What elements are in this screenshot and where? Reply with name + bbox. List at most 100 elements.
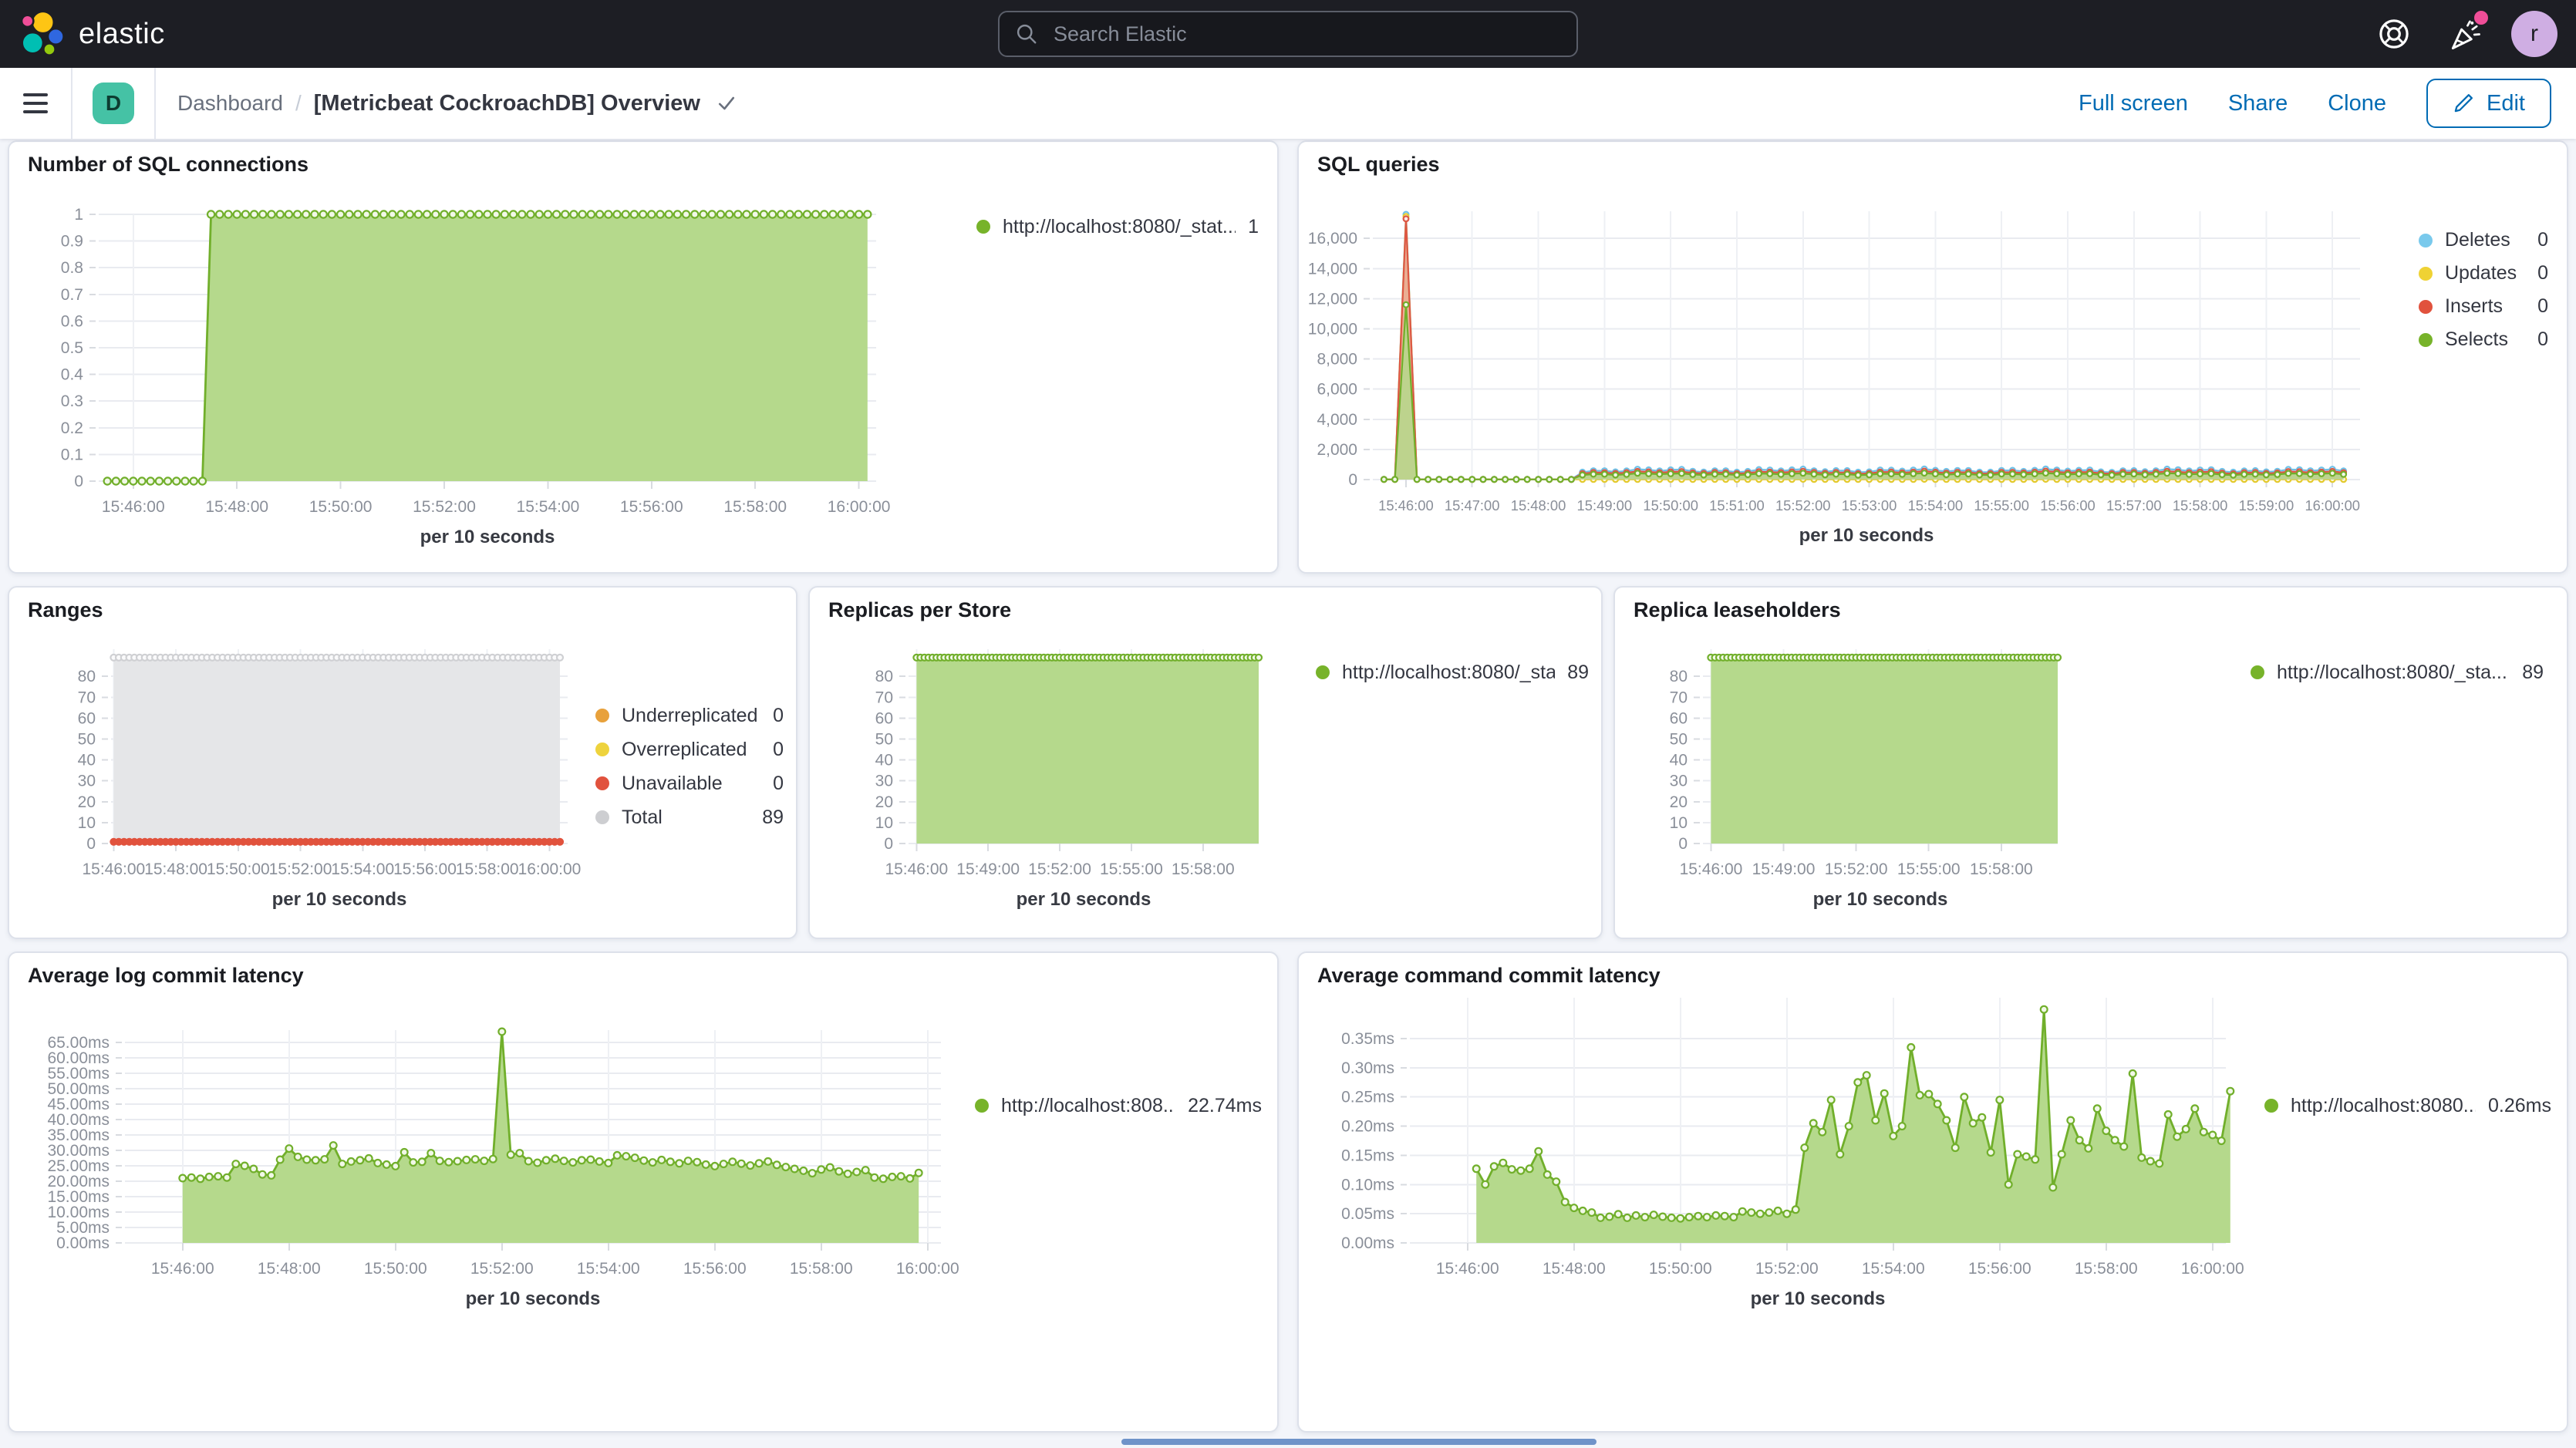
command-commit-latency-plot: 0.00ms 0.05ms 0.10ms 0.15ms 0.20ms 0.25ms 0.30… (1341, 998, 2244, 1309)
svg-text:15:54:00: 15:54:00 (517, 498, 580, 516)
legend-series-value: 0 (773, 772, 784, 794)
legend-item[interactable]: Inserts 0 (2419, 290, 2548, 323)
svg-text:15:50:00: 15:50:00 (1649, 1260, 1712, 1278)
svg-text:16,000: 16,000 (1308, 230, 1357, 248)
legend-series-value: 89 (762, 806, 784, 828)
legend-item[interactable]: http://localhost:808... 22.74ms (975, 1089, 1262, 1123)
legend-series-value: 89 (1567, 661, 1589, 683)
panel-title[interactable]: Replica leaseholders (1634, 598, 1841, 621)
legend-series-dot (2264, 1099, 2278, 1113)
svg-text:15:46:00: 15:46:00 (82, 860, 145, 878)
panel-title[interactable]: Replicas per Store (828, 598, 1012, 621)
legend-item[interactable]: Updates 0 (2419, 257, 2548, 290)
clone-link[interactable]: Clone (2328, 90, 2387, 116)
svg-text:0: 0 (884, 835, 893, 853)
svg-text:15:48:00: 15:48:00 (1511, 497, 1566, 514)
svg-text:15:48:00: 15:48:00 (205, 498, 268, 516)
legend-series-label: http://localhost:8080/_stat... (1003, 215, 1236, 237)
chart-sql-connections: 0 0.1 0.2 0.3 0.4 0.5 0.6 0.7 0.8 0.9 1 15:46:00 15:… (9, 142, 1277, 572)
search-input[interactable] (1050, 20, 1561, 48)
svg-text:15:56:00: 15:56:00 (620, 498, 683, 516)
svg-text:0.15ms: 0.15ms (1341, 1147, 1394, 1164)
horizontal-scrollbar[interactable] (1121, 1439, 1597, 1445)
help-button[interactable] (2369, 9, 2419, 59)
sql-connections-plot: 0 0.1 0.2 0.3 0.4 0.5 0.6 0.7 0.8 0.9 1 15:46:00 15:… (61, 206, 891, 547)
dashboard-toolbar: D Dashboard / [Metricbeat CockroachDB] O… (0, 68, 2576, 139)
legend-series-value: 0 (773, 738, 784, 760)
svg-text:8,000: 8,000 (1317, 351, 1357, 369)
legend-item[interactable]: Deletes 0 (2419, 224, 2548, 257)
svg-text:per 10 seconds: per 10 seconds (1017, 889, 1151, 910)
breadcrumb-dashboard[interactable]: Dashboard (177, 91, 283, 115)
panel-title[interactable]: Number of SQL connections (28, 153, 309, 176)
menu-button[interactable] (0, 68, 71, 139)
panel-title[interactable]: Ranges (28, 598, 103, 621)
svg-text:0.10ms: 0.10ms (1341, 1176, 1394, 1194)
legend-item[interactable]: Selects 0 (2419, 323, 2548, 356)
legend-item[interactable]: http://localhost:8080/_sta... 89 (1316, 655, 1589, 689)
svg-text:15:49:00: 15:49:00 (1577, 497, 1633, 514)
newsfeed-button[interactable] (2440, 9, 2490, 59)
svg-text:0.6: 0.6 (61, 312, 83, 330)
legend-item[interactable]: http://localhost:8080/_sta... 89 (2251, 655, 2544, 689)
svg-text:per 10 seconds: per 10 seconds (466, 1288, 601, 1309)
svg-text:0.5: 0.5 (61, 339, 83, 357)
svg-text:20: 20 (1670, 793, 1688, 811)
svg-text:0.7: 0.7 (61, 286, 83, 304)
svg-text:50.00ms: 50.00ms (47, 1080, 110, 1098)
svg-text:0.8: 0.8 (61, 259, 83, 277)
svg-text:0.1: 0.1 (61, 446, 83, 463)
series-http-localhost-8080-sta- (1707, 653, 2062, 844)
newsfeed-party-popper-icon (2451, 20, 2480, 50)
panel-title[interactable]: Average log commit latency (28, 964, 304, 987)
legend-item[interactable]: Total 89 (595, 800, 784, 834)
svg-text:40: 40 (875, 752, 893, 769)
legend-series-label: Unavailable (622, 772, 723, 794)
legend-series-label: Selects (2445, 328, 2508, 350)
legend-item[interactable]: http://localhost:8080... 0.26ms (2264, 1089, 2551, 1123)
svg-text:15:52:00: 15:52:00 (470, 1260, 534, 1278)
svg-text:15:56:00: 15:56:00 (393, 860, 457, 878)
edit-button[interactable]: Edit (2426, 79, 2551, 128)
chart-legend: http://localhost:8080/_stat... 1 (976, 210, 1259, 244)
svg-text:15:58:00: 15:58:00 (1172, 860, 1235, 878)
legend-item[interactable]: Unavailable 0 (595, 766, 784, 800)
legend-series-value: 0.26ms (2488, 1094, 2551, 1116)
svg-text:30: 30 (1670, 773, 1688, 790)
space-badge[interactable]: D (93, 83, 134, 124)
legend-item[interactable]: Overreplicated 0 (595, 732, 784, 766)
legend-item[interactable]: http://localhost:8080/_stat... 1 (976, 210, 1259, 244)
svg-text:15:55:00: 15:55:00 (1897, 860, 1961, 878)
user-avatar[interactable]: r (2511, 11, 2557, 57)
legend-series-dot (595, 709, 609, 722)
brand-wordmark: elastic (79, 17, 165, 50)
replica-leaseholders-plot: 0 10 20 30 40 50 60 70 80 15:46:00 15:49:00 15:52:0… (1670, 649, 2062, 910)
svg-text:15:48:00: 15:48:00 (1543, 1260, 1606, 1278)
legend-item[interactable]: Underreplicated 0 (595, 699, 784, 732)
svg-text:30.00ms: 30.00ms (47, 1142, 110, 1160)
global-search[interactable] (998, 11, 1578, 57)
panel-title[interactable]: SQL queries (1317, 153, 1440, 176)
share-link[interactable]: Share (2227, 90, 2288, 116)
svg-text:14,000: 14,000 (1308, 260, 1357, 278)
panel-title[interactable]: Average command commit latency (1317, 964, 1661, 987)
ranges-plot: 0 10 20 30 40 50 60 70 80 15:46:0015:48:0015:50:0… (78, 649, 581, 910)
svg-text:15:52:00: 15:52:00 (1028, 860, 1091, 878)
chart-replicas-per-store: 0 10 20 30 40 50 60 70 80 15:46:00 15:49:00 15:52:0… (810, 588, 1601, 938)
series-http-localhost-8080- (1472, 1005, 2235, 1243)
svg-text:25.00ms: 25.00ms (47, 1157, 110, 1175)
svg-text:20: 20 (875, 793, 893, 811)
svg-text:30: 30 (875, 773, 893, 790)
gridlines: 0 2,000 4,000 6,000 8,000 10,000 12,000 14,000 1… (1308, 211, 2360, 514)
svg-text:4,000: 4,000 (1317, 411, 1357, 429)
avatar-initial: r (2530, 21, 2538, 46)
legend-series-label: http://localhost:8080/_sta... (1342, 661, 1556, 683)
chart-replica-leaseholders: 0 10 20 30 40 50 60 70 80 15:46:00 15:49:00 15:52:0… (1615, 588, 2567, 938)
series-http-localhost-8080-stat- (103, 210, 872, 486)
full-screen-link[interactable]: Full screen (2079, 90, 2188, 116)
svg-text:15:58:00: 15:58:00 (1970, 860, 2033, 878)
svg-text:50: 50 (875, 731, 893, 749)
svg-text:15:48:00: 15:48:00 (258, 1260, 321, 1278)
elastic-logo[interactable]: elastic (19, 11, 165, 57)
svg-text:0.4: 0.4 (61, 366, 84, 384)
